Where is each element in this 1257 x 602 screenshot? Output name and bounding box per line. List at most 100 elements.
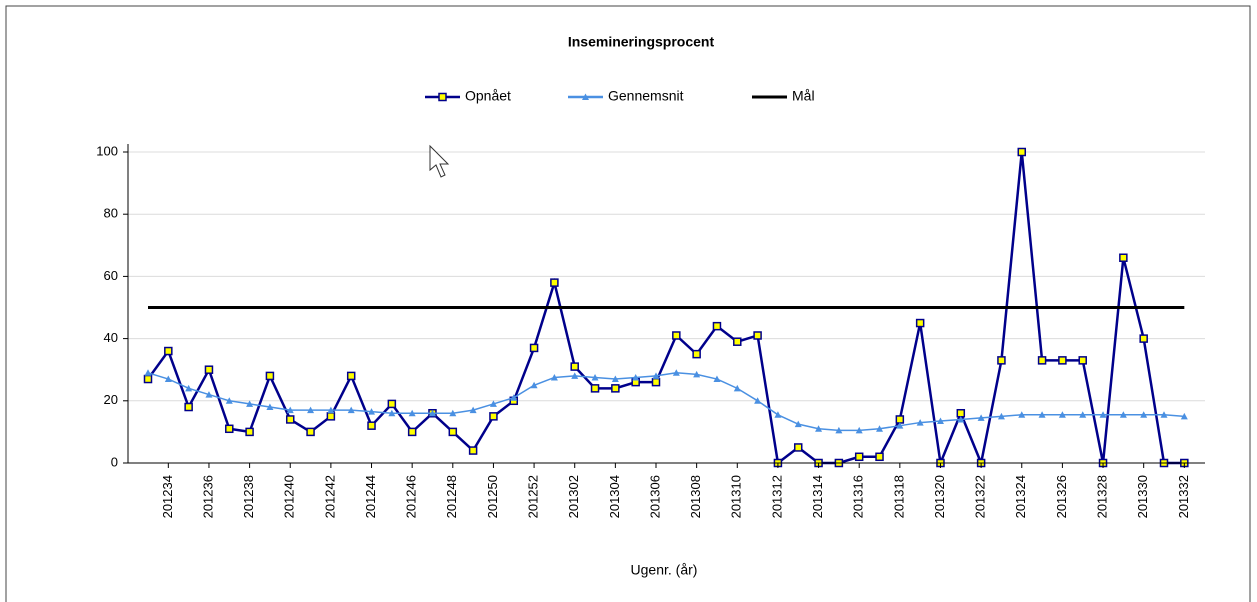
x-tick-label: 201316: [851, 475, 866, 518]
point-marker: [611, 375, 619, 383]
x-tick-label: 201328: [1094, 475, 1109, 518]
point-marker: [408, 409, 416, 417]
point-marker: [307, 406, 315, 414]
point-marker: [793, 443, 803, 452]
point-marker: [1078, 356, 1087, 365]
point-marker: [1180, 412, 1188, 420]
point-marker: [1058, 356, 1067, 365]
point-marker: [632, 373, 640, 381]
y-tick-label: 60: [104, 268, 118, 283]
point-marker: [144, 369, 152, 376]
point-marker: [977, 414, 985, 421]
x-tick-label: 201240: [282, 475, 297, 518]
point-marker: [1119, 253, 1128, 262]
legend: Opnået Gennemsnit Mål: [425, 88, 815, 104]
point-marker: [1038, 411, 1046, 418]
point-marker: [428, 409, 436, 417]
point-marker: [286, 406, 294, 414]
point-marker: [1079, 411, 1087, 418]
point-marker: [347, 406, 355, 414]
x-tick-label: 201324: [1013, 475, 1028, 518]
legend-marker: [438, 92, 447, 102]
point-marker: [651, 377, 661, 387]
point-marker: [997, 412, 1005, 420]
point-marker: [164, 346, 173, 356]
x-tick-label: 201252: [526, 475, 541, 518]
point-marker: [713, 375, 721, 383]
point-marker: [469, 406, 477, 414]
x-tick-label: 201234: [160, 475, 175, 518]
x-tick-label: 201306: [647, 475, 662, 518]
point-marker: [530, 381, 538, 389]
x-tick-label: 201318: [891, 475, 906, 518]
x-tick-label: 201320: [932, 475, 947, 518]
point-marker: [489, 412, 498, 421]
series-layer: [143, 147, 1189, 468]
point-marker: [571, 372, 579, 379]
point-marker: [1018, 411, 1026, 418]
point-marker: [529, 343, 539, 353]
x-tick-label: 201246: [404, 475, 419, 518]
legend-label: Opnået: [465, 88, 511, 104]
mouse-cursor: [429, 144, 450, 178]
x-tick-label: 201250: [485, 475, 500, 518]
point-marker: [1037, 356, 1047, 365]
point-marker: [550, 278, 559, 287]
point-marker: [266, 403, 274, 411]
x-tick-label: 201326: [1054, 475, 1069, 518]
series-line: [147, 372, 1185, 432]
point-marker: [164, 375, 172, 383]
point-marker: [733, 337, 742, 346]
legend-label: Mål: [792, 88, 815, 104]
point-marker: [672, 369, 680, 376]
point-marker: [672, 331, 681, 340]
point-marker: [895, 415, 905, 424]
point-marker: [652, 372, 660, 379]
point-marker: [570, 362, 579, 371]
chart-frame: [5, 5, 1251, 602]
point-marker: [368, 408, 376, 415]
x-tick-label: 201310: [729, 475, 744, 518]
point-marker: [591, 373, 599, 381]
point-marker: [774, 411, 782, 418]
axes: 0 20 40 60 80 100 201234 201236 201238 201240 2012…: [96, 143, 1205, 518]
point-marker: [327, 406, 335, 414]
point-marker: [265, 371, 275, 381]
point-marker: [590, 384, 600, 393]
point-marker: [1160, 411, 1168, 418]
x-tick-label: 201242: [322, 475, 337, 518]
point-marker: [712, 321, 722, 331]
point-marker: [184, 402, 193, 412]
point-marker: [956, 408, 966, 418]
point-marker: [875, 452, 884, 462]
point-marker: [285, 415, 295, 424]
point-marker: [835, 426, 843, 434]
point-marker: [815, 425, 823, 432]
point-marker: [225, 397, 233, 404]
point-marker: [1139, 334, 1148, 343]
point-marker: [936, 417, 944, 425]
chart-title: Insemineringsprocent: [568, 34, 715, 50]
point-marker: [876, 425, 884, 432]
point-marker: [246, 400, 254, 407]
point-marker: [1017, 147, 1027, 157]
point-marker: [855, 426, 863, 434]
x-tick-label: 201330: [1135, 475, 1150, 518]
y-tick-label: 0: [111, 454, 118, 469]
point-marker: [204, 365, 214, 374]
point-marker: [367, 421, 376, 430]
point-marker: [225, 424, 234, 434]
x-tick-label: 201314: [810, 475, 825, 518]
point-marker: [794, 420, 802, 428]
point-marker: [754, 397, 762, 404]
x-tick-label: 201308: [688, 475, 703, 518]
point-marker: [896, 422, 904, 429]
x-tick-label: 201322: [973, 475, 988, 518]
point-marker: [693, 370, 701, 378]
x-tick-label: 201302: [566, 475, 581, 518]
x-tick-label: 201312: [769, 475, 784, 518]
point-marker: [449, 409, 457, 417]
point-marker: [753, 331, 762, 340]
